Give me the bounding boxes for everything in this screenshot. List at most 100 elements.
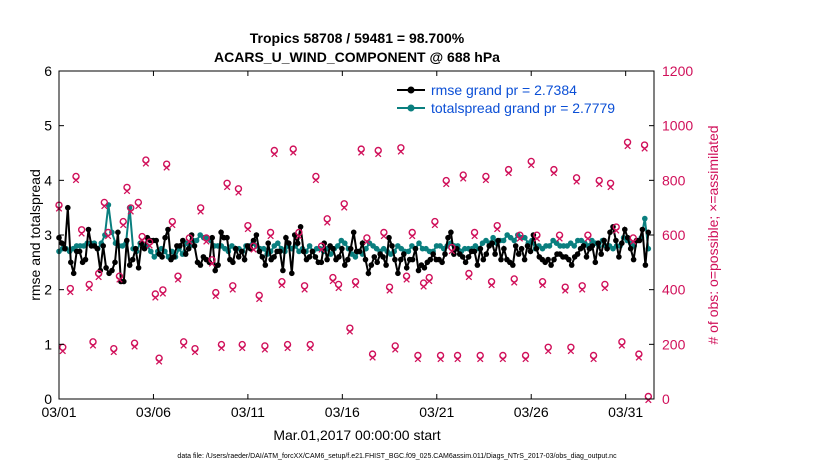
right-tick-label: 0	[662, 391, 670, 407]
rmse-point	[153, 237, 159, 244]
obs-possible-marker	[317, 242, 326, 250]
rmse-point	[389, 243, 395, 249]
obs-assimilated-marker: ×	[255, 292, 264, 305]
obs-assimilated-marker: ×	[578, 283, 587, 296]
spread-point	[642, 215, 648, 222]
rmse-point	[197, 262, 204, 268]
obs-assimilated-marker: ×	[566, 344, 575, 357]
obs-assimilated-marker: ×	[476, 353, 485, 366]
obs-possible-marker	[601, 280, 609, 289]
rmse-point	[566, 256, 572, 263]
obs-assimilated-marker: ×	[515, 232, 524, 245]
rmse-point	[247, 245, 254, 252]
rmse-point	[374, 259, 381, 266]
obs-assimilated-marker: ×	[396, 145, 405, 158]
obs-assimilated-marker: ×	[453, 353, 462, 366]
spread-point	[352, 254, 359, 260]
obs-assimilated-marker: ×	[202, 235, 211, 248]
rmse-point	[138, 240, 145, 246]
obs-possible-marker	[476, 351, 484, 360]
rmse-point	[574, 251, 581, 257]
y-axis-label-right: # of obs: o=possible; ×=assimilated	[705, 125, 721, 344]
obs-assimilated-marker: ×	[100, 199, 109, 212]
legend-marker-rmse	[407, 86, 415, 94]
obs-possible-marker	[635, 350, 643, 358]
rmse-point	[126, 262, 133, 268]
rmse-point	[624, 234, 631, 241]
rmse-point	[209, 234, 215, 241]
rmse-point	[109, 267, 115, 274]
obs-assimilated-marker: ×	[629, 235, 638, 248]
rmse-point	[548, 262, 554, 268]
obs-assimilated-marker: ×	[470, 230, 479, 243]
legend-label-spread: totalspread grand pr = 2.7779	[431, 100, 615, 116]
obs-possible-marker	[442, 176, 450, 185]
rmse-point	[359, 240, 366, 246]
obs-assimilated-marker: ×	[130, 340, 139, 353]
obs-assimilated-marker: ×	[196, 205, 205, 218]
rmse-point	[112, 259, 118, 266]
rmse-point	[380, 254, 386, 260]
rmse-point	[241, 256, 248, 263]
rmse-point	[135, 265, 142, 271]
obs-assimilated-marker: ×	[266, 230, 275, 243]
obs-assimilated-marker: ×	[249, 243, 258, 256]
rmse-point	[256, 248, 263, 255]
obs-assimilated-marker: ×	[527, 158, 536, 171]
obs-assimilated-marker: ×	[510, 276, 519, 289]
obs-assimilated-marker: ×	[538, 279, 547, 292]
obs-possible-marker	[385, 283, 394, 291]
rmse-point	[442, 251, 448, 257]
obs-assimilated-marker: ×	[504, 167, 513, 180]
obs-possible-marker	[312, 172, 320, 181]
left-tick-label: 0	[44, 391, 52, 407]
obs-possible-marker	[584, 231, 592, 239]
obs-assimilated-marker: ×	[442, 178, 451, 191]
obs-assimilated-marker: ×	[88, 339, 97, 352]
obs-assimilated-marker: ×	[572, 175, 581, 188]
rmse-point	[492, 251, 498, 257]
spread-point	[102, 232, 108, 238]
rmse-point	[162, 234, 168, 241]
obs-assimilated-marker: ×	[357, 146, 366, 159]
obs-count-series: × × × × × × × × × × × × × × × × × × × × × × × × × × × × × × × × × × × × × × × ×…	[54, 138, 653, 407]
spread-point	[148, 248, 154, 255]
rmse-point	[165, 226, 171, 233]
obs-possible-marker	[155, 354, 163, 362]
rmse-point	[356, 248, 363, 255]
spread-point	[500, 237, 507, 244]
rmse-point	[297, 224, 304, 230]
rmse-point	[180, 237, 186, 244]
rmse-point	[259, 254, 266, 260]
obs-assimilated-marker: ×	[345, 325, 354, 338]
rmse-point	[238, 248, 245, 255]
rmse-point	[427, 256, 434, 263]
rmse-point	[401, 251, 407, 257]
left-tick-label: 1	[44, 336, 52, 352]
right-tick-label: 600	[662, 227, 686, 243]
obs-assimilated-marker: ×	[549, 167, 558, 180]
obs-assimilated-marker: ×	[151, 291, 160, 304]
legend-marker-spread	[407, 104, 415, 112]
obs-possible-marker	[431, 217, 439, 226]
obs-assimilated-marker: ×	[207, 257, 216, 270]
rmse-point	[141, 245, 148, 252]
obs-assimilated-marker: ×	[487, 279, 496, 292]
obs-possible-marker	[465, 269, 473, 278]
rmse-point	[115, 229, 121, 236]
obs-assimilated-marker: ×	[498, 353, 507, 366]
obs-possible-marker	[289, 145, 297, 153]
obs-assimilated-marker: ×	[211, 290, 220, 303]
obs-possible-marker	[640, 141, 649, 149]
rmse-point	[510, 262, 516, 268]
rmse-point	[265, 240, 272, 246]
rmse-point	[82, 256, 89, 263]
rmse-point	[583, 254, 590, 260]
rmse-point	[636, 237, 643, 244]
obs-possible-marker	[295, 228, 303, 237]
rmse-point	[421, 265, 428, 271]
x-axis-label: Mar.01,2017 00:00:00 start	[273, 427, 440, 443]
obs-possible-marker	[323, 215, 331, 223]
obs-possible-marker	[391, 342, 399, 350]
obs-possible-marker	[550, 165, 558, 174]
